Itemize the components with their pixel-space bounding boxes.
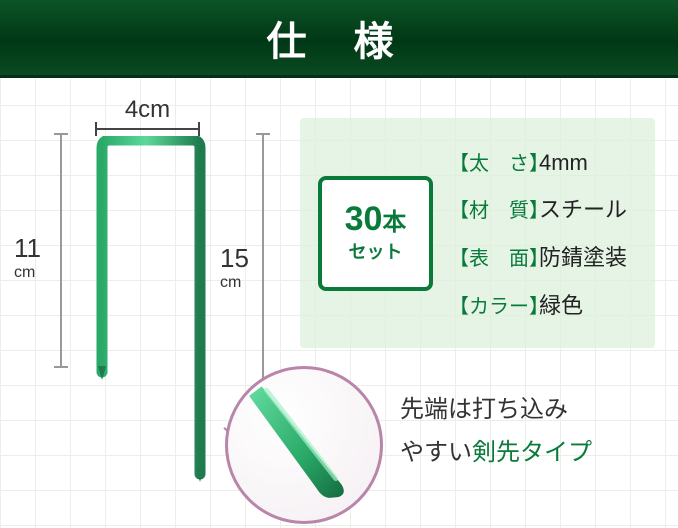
spec-row: 【太 さ】 4mm [449,147,637,176]
spec-key: 【材 質】 [449,194,539,223]
spec-row: 【カラー】 緑色 [449,288,637,320]
spec-key: 【表 面】 [449,242,539,271]
pin-tip-icon [228,366,380,524]
dim-left-unit: cm [14,264,41,282]
content-area: 4cm 11 cm 15 cm 30本 セット [0,78,678,528]
qty-number: 30 [345,200,383,238]
qty-main: 30本 [345,202,407,236]
dim-left-num: 11 [14,233,41,264]
spec-val: 4mm [539,150,588,176]
tip-highlight: 剣先タイプ [472,439,592,466]
spec-list: 【太 さ】 4mm 【材 質】 スチール 【表 面】 防錆塗装 【カラー】 緑色 [449,147,637,320]
spec-val: スチール [539,192,627,224]
header-bar: 仕 様 [0,0,678,78]
qty-counter: 本 [382,209,406,236]
tip-text: 先端は打ち込み やすい剣先タイプ [400,388,592,474]
tip-line-2a: やすい [400,439,472,466]
spec-key: 【太 さ】 [449,147,539,176]
zoom-circle [225,366,383,524]
spec-val: 防錆塗装 [539,240,627,272]
dim-width-label: 4cm [95,96,200,124]
spec-val: 緑色 [539,288,583,320]
spec-key: 【カラー】 [449,290,539,319]
header-title: 仕 様 [266,9,411,67]
u-pin-illustration [90,136,230,486]
dim-left-bar [60,133,62,368]
dim-left: 11 cm [14,233,41,282]
tip-line-1: 先端は打ち込み [400,388,592,431]
dim-width: 4cm [95,96,200,138]
qty-sub: セット [349,238,403,264]
tip-line-2: やすい剣先タイプ [400,431,592,474]
spec-row: 【材 質】 スチール [449,192,637,224]
spec-row: 【表 面】 防錆塗装 [449,240,637,272]
qty-box: 30本 セット [318,176,433,291]
spec-panel: 30本 セット 【太 さ】 4mm 【材 質】 スチール 【表 面】 防錆塗装 … [300,118,655,348]
